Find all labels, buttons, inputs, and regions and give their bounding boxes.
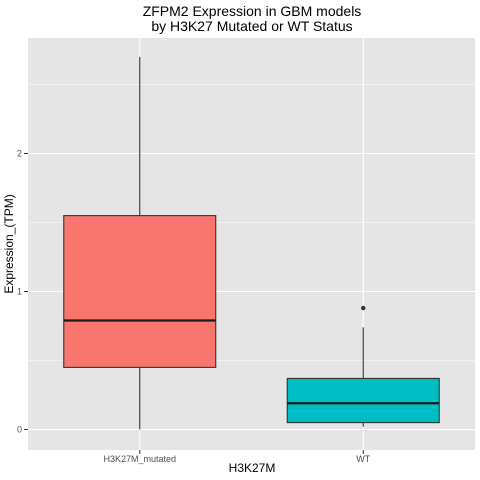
- y-axis-title: Expression_(TPM): [2, 194, 16, 293]
- chart-title-line-2: by H3K27 Mutated or WT Status: [151, 18, 352, 34]
- x-tick-label: H3K27M_mutated: [103, 454, 176, 464]
- box-iqr: [287, 378, 439, 422]
- x-tick-label: WT: [356, 454, 370, 464]
- chart-title-line-1: ZFPM2 Expression in GBM models: [143, 3, 362, 19]
- y-axis: 0 1 2: [17, 149, 28, 435]
- box-iqr: [64, 216, 216, 368]
- outlier-point: [361, 306, 365, 310]
- x-axis-title: H3K27M: [229, 461, 276, 475]
- y-tick-label: 1: [17, 287, 22, 297]
- y-tick-label: 0: [17, 425, 22, 435]
- y-tick-label: 2: [17, 149, 22, 159]
